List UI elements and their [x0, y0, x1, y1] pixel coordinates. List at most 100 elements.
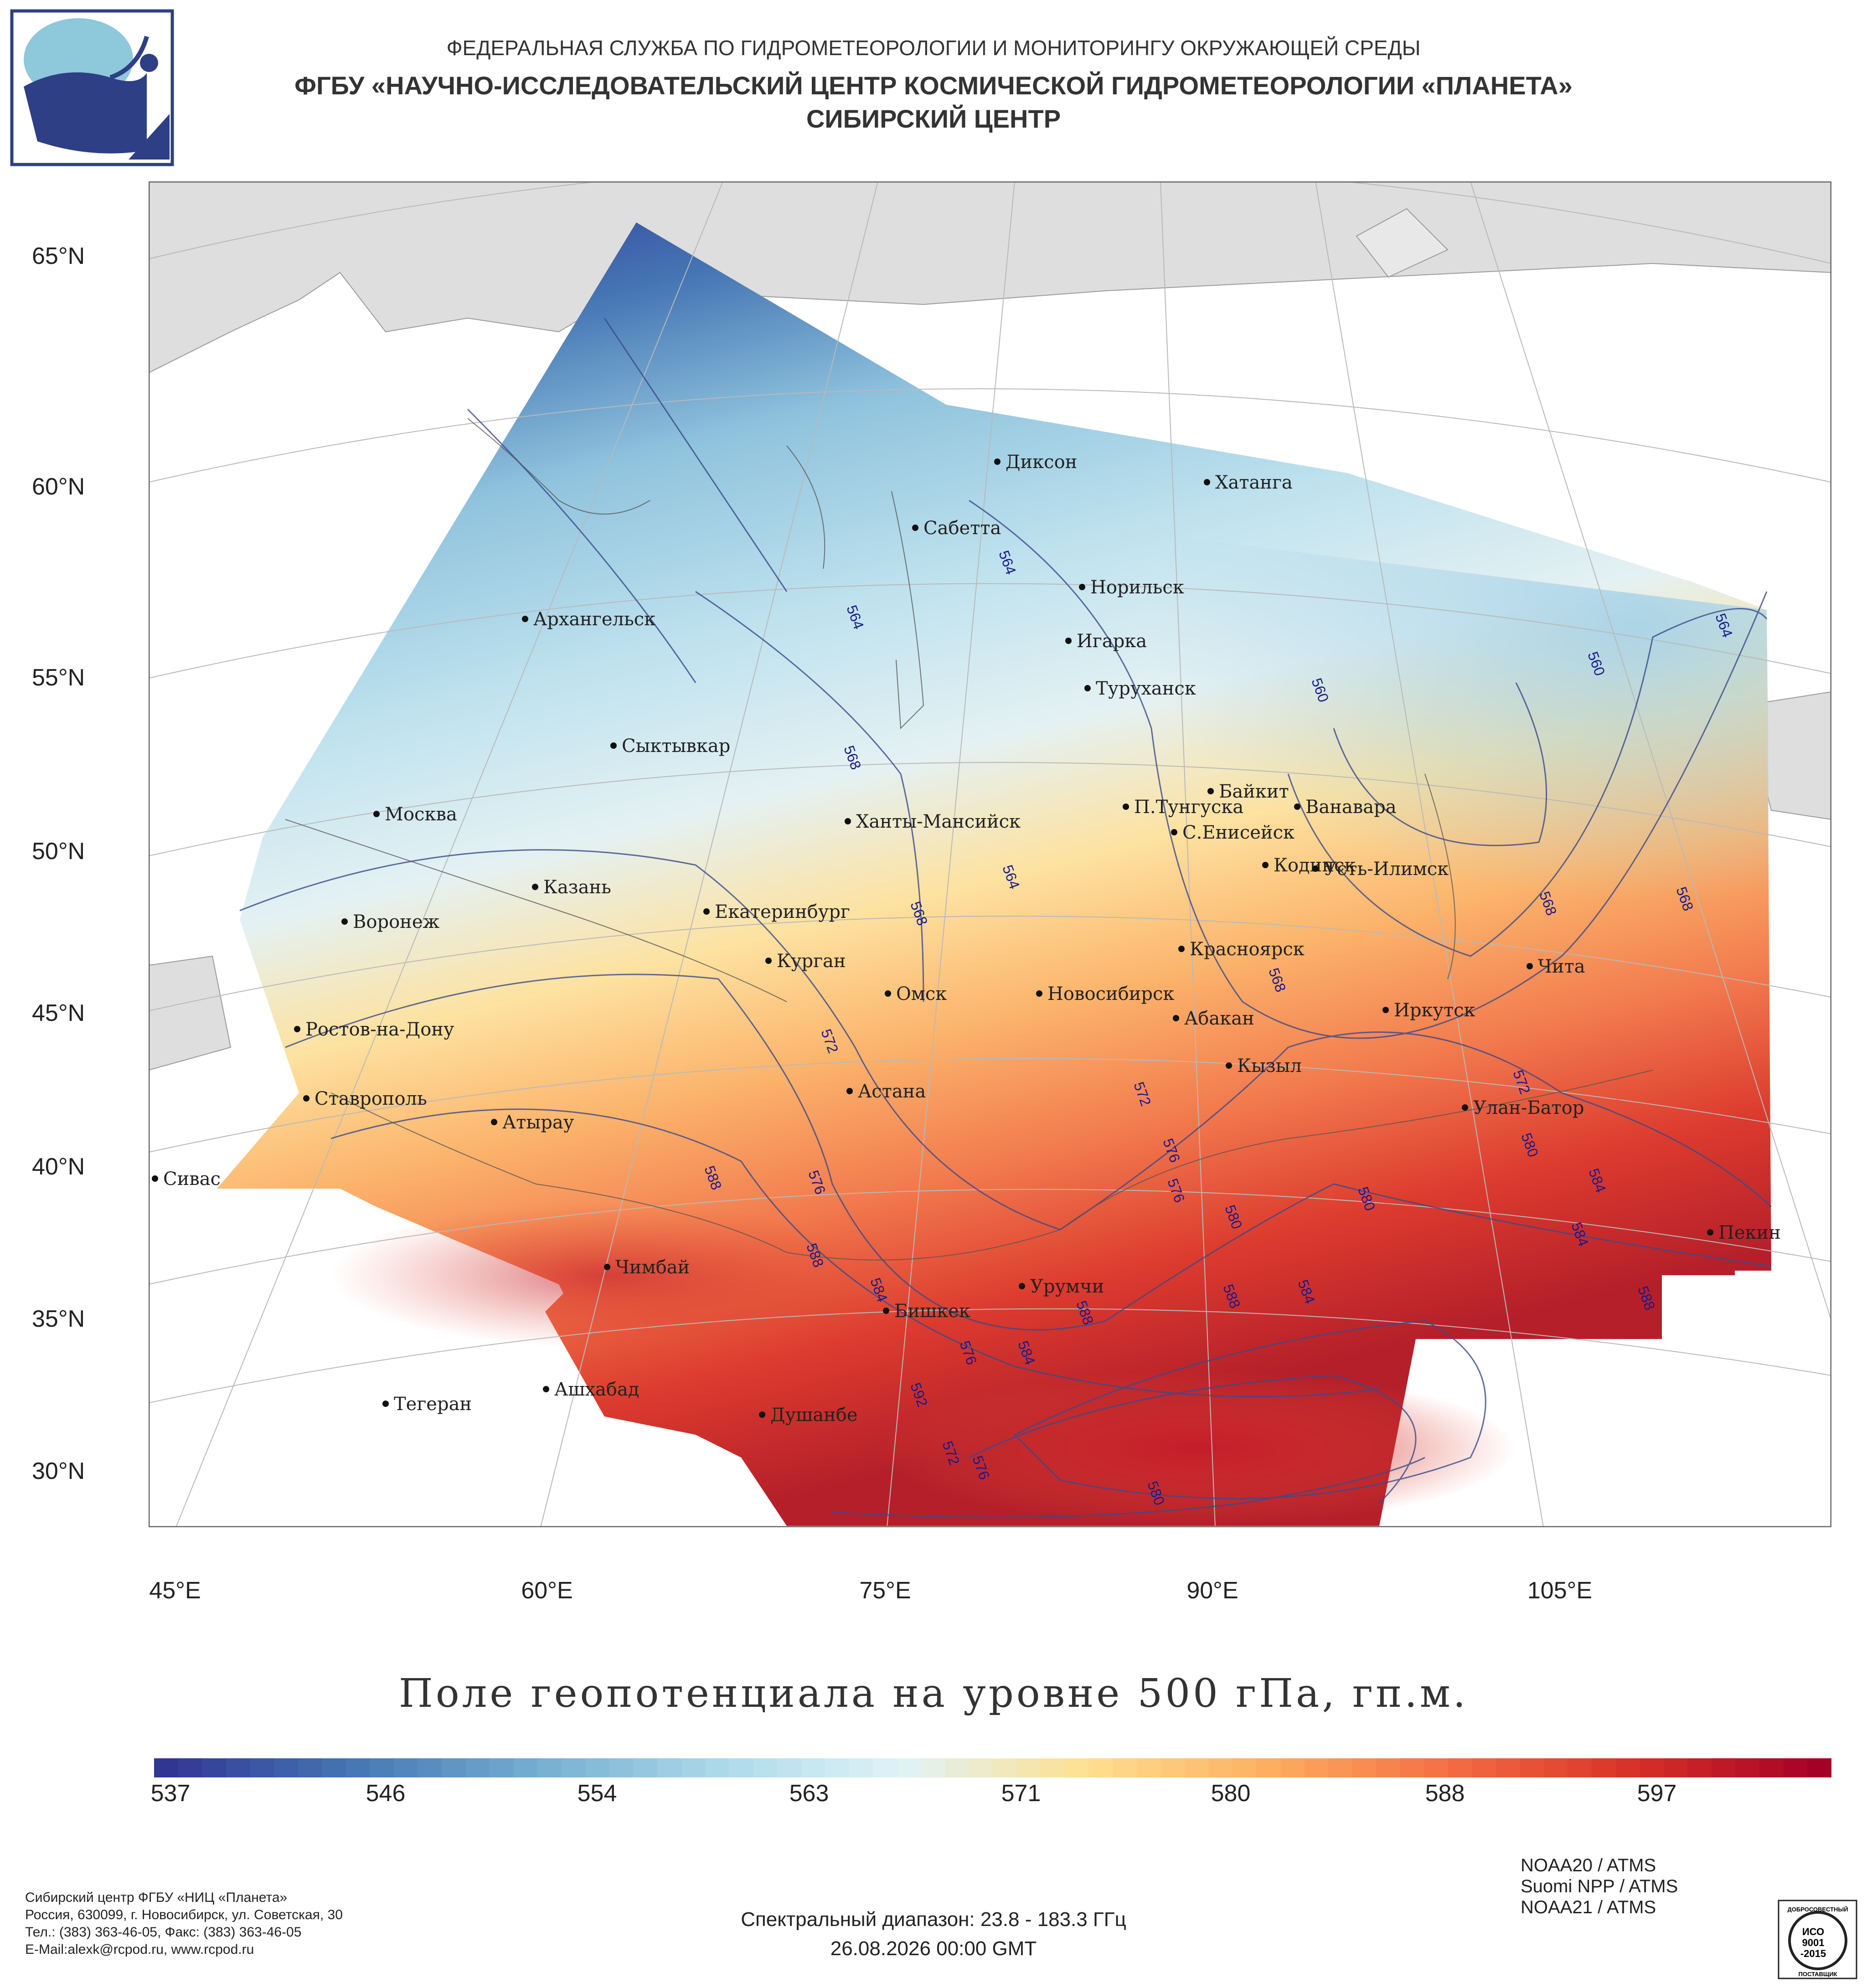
city-marker: П.Тунгуска: [1123, 797, 1243, 818]
city-label: Курган: [777, 951, 846, 972]
city-marker: Хатанга: [1204, 472, 1293, 493]
colorbar-step: [1712, 1758, 1736, 1777]
city-label: Усть-Илимск: [1324, 859, 1449, 880]
satellite: NOAA20 / ATMS: [1521, 1855, 1656, 1875]
colorbar-step: [346, 1758, 370, 1777]
city-label: Диксон: [1006, 452, 1077, 473]
colorbar-step: [1328, 1758, 1353, 1777]
city-dot: [1226, 1062, 1232, 1069]
colorbar-step: [178, 1758, 202, 1777]
city-label: Иркутск: [1394, 1000, 1475, 1021]
colorbar-step: [1136, 1758, 1161, 1777]
colorbar-step: [897, 1758, 921, 1777]
colorbar-tick: 554: [577, 1780, 617, 1807]
product-info: Спектральный диапазон: 23.8 - 183.3 ГГц …: [0, 1905, 1867, 1963]
colorbar-step: [1400, 1758, 1424, 1777]
colorbar-step: [273, 1758, 299, 1777]
city-label: Норильск: [1090, 577, 1184, 598]
colorbar-step: [1352, 1758, 1377, 1777]
iso-line2: 9001: [1802, 1937, 1825, 1948]
city-dot: [532, 884, 538, 890]
city-label: Кодинск: [1274, 855, 1356, 876]
lat-label-35: 35°N: [32, 1306, 85, 1332]
lat-label-60: 60°N: [32, 474, 85, 500]
satellite: Suomi NPP / ATMS: [1521, 1876, 1678, 1896]
org-line: E-Mail:alexk@rcpod.ru, www.rcpod.ru: [25, 1942, 254, 1957]
colorbar-step: [393, 1758, 418, 1777]
cities-layer: Диксон Хатанга Сабетта Норильск Архангельск И…: [152, 452, 1781, 1426]
colorbar-tick: 571: [1001, 1780, 1041, 1807]
colorbar-tick: 537: [150, 1780, 191, 1807]
colorbar-step: [1783, 1758, 1808, 1777]
colorbar-step: [944, 1758, 970, 1777]
city-dot: [1178, 946, 1185, 952]
city-marker: Красноярск: [1178, 939, 1305, 960]
colorbar-tick: 597: [1637, 1780, 1677, 1807]
city-label: Бишкек: [894, 1301, 970, 1322]
lat-label-55: 55°N: [32, 664, 85, 691]
city-marker: Ставрополь: [303, 1088, 427, 1109]
city-dot: [1382, 1007, 1389, 1013]
city-label: Астана: [858, 1081, 926, 1102]
colorbar-step: [1280, 1758, 1305, 1777]
city-marker: Курган: [765, 951, 846, 972]
city-dot: [1527, 963, 1533, 969]
colorbar-step: [681, 1758, 706, 1777]
colorbar-step: [609, 1758, 634, 1777]
city-label: Ростов-на-Дону: [305, 1019, 454, 1040]
city-dot: [604, 1264, 610, 1270]
colorbar-step: [1256, 1758, 1281, 1777]
colorbar-step: [993, 1758, 1017, 1777]
city-dot: [491, 1119, 497, 1125]
city-marker: Иркутск: [1382, 1000, 1475, 1021]
city-dot: [912, 525, 918, 531]
city-label: Хатанга: [1215, 472, 1293, 493]
city-marker: Диксон: [994, 452, 1077, 473]
city-marker: Ашхабад: [543, 1379, 639, 1400]
colorbar-step: [1016, 1758, 1041, 1777]
city-marker: Чита: [1527, 956, 1585, 977]
city-marker: Астана: [846, 1081, 926, 1102]
city-label: Чита: [1538, 956, 1585, 977]
city-dot: [1123, 803, 1129, 810]
lon-label-45: 45°E: [149, 1577, 201, 1604]
city-dot: [1462, 1104, 1468, 1111]
institute-title: ФГБУ «НАУЧНО-ИССЛЕДОВАТЕЛЬСКИЙ ЦЕНТР КОС…: [294, 71, 1573, 100]
datetime: 26.08.2026 00:00 GMT: [830, 1937, 1037, 1960]
colorbar-tick: 563: [789, 1780, 829, 1807]
city-dot: [1036, 990, 1042, 997]
colorbar-step: [825, 1758, 850, 1777]
spectral-range: Спектральный диапазон: 23.8 - 183.3 ГГц: [741, 1908, 1126, 1931]
city-label: Байкит: [1219, 781, 1289, 802]
city-marker: Ростов-на-Дону: [294, 1019, 454, 1040]
city-marker: Пекин: [1707, 1222, 1781, 1243]
city-marker: Екатеринбург: [703, 901, 850, 922]
colorbar-step: [513, 1758, 538, 1777]
iso-top-text: ДОБРОСОВЕСТНЫЙ: [1787, 1906, 1848, 1913]
lat-label-45: 45°N: [32, 1000, 85, 1026]
lon-label-75: 75°E: [859, 1577, 911, 1604]
city-dot: [303, 1095, 309, 1102]
colorbar-step: [1376, 1758, 1401, 1777]
colorbar-step: [1496, 1758, 1521, 1777]
colorbar-step: [1304, 1758, 1329, 1777]
city-dot: [703, 908, 710, 915]
city-dot: [1065, 638, 1072, 644]
city-label: Улан-Батор: [1473, 1097, 1584, 1118]
iso-bottom-text: ПОСТАВЩИК: [1799, 1971, 1837, 1978]
city-label: Ставрополь: [315, 1088, 427, 1109]
lon-label-60: 60°E: [521, 1577, 573, 1604]
colorbar-step: [250, 1758, 274, 1777]
colorbar-step: [777, 1758, 802, 1777]
colorbar-step: [873, 1758, 897, 1777]
city-label: Ванавара: [1305, 797, 1397, 818]
city-dot: [883, 1308, 889, 1314]
lat-label-65: 65°N: [32, 243, 85, 269]
city-label: Ашхабад: [554, 1379, 639, 1400]
city-label: Екатеринбург: [715, 901, 850, 922]
city-marker: Москва: [373, 804, 457, 825]
geopotential-contours: [239, 318, 1772, 1518]
city-marker: С.Енисейск: [1171, 822, 1295, 843]
colorbar-step: [322, 1758, 346, 1777]
city-marker: Улан-Батор: [1462, 1097, 1584, 1118]
